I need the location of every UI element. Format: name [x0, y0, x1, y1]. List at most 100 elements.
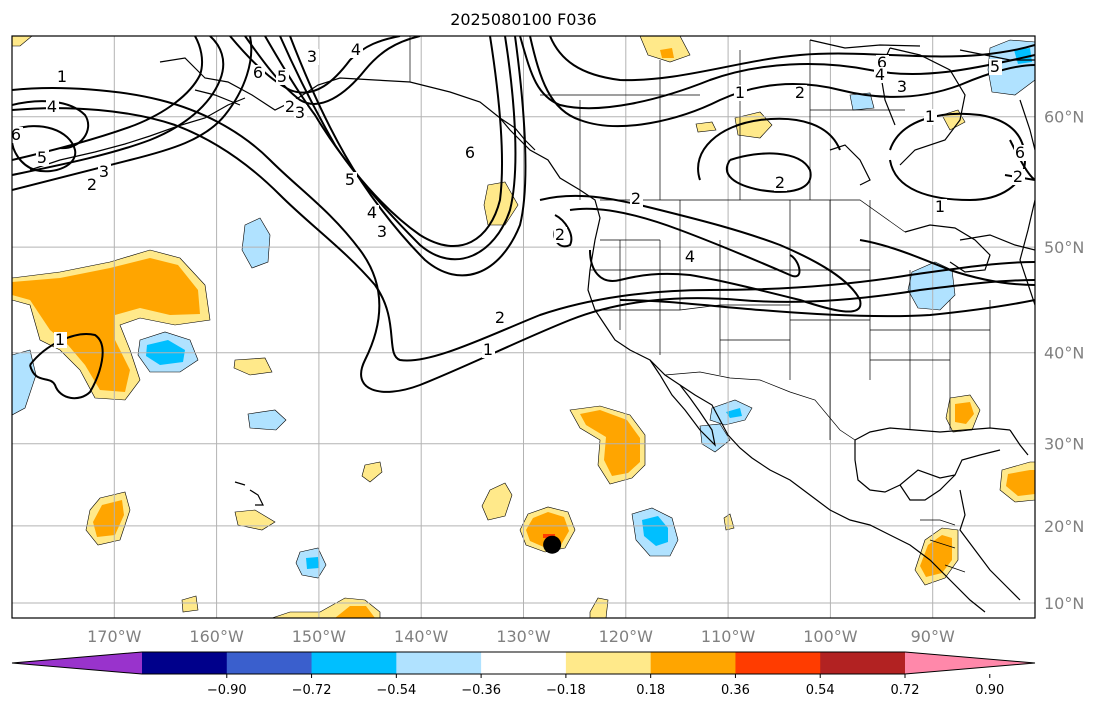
central-america-borders: [920, 519, 966, 573]
positive-anomaly-area: [361, 461, 383, 483]
contour-line: [697, 117, 841, 181]
colorbar-extend-low: [12, 652, 142, 674]
positive-anomaly-area: [233, 357, 273, 376]
negative-anomaly-area: [699, 423, 731, 453]
longitude-label: 90°W: [911, 627, 955, 646]
colorbar-tick-label: 0.54: [806, 683, 835, 698]
colorbar-segment: [650, 652, 736, 674]
contour-line: [12, 36, 204, 161]
strong-positive-anomaly: [93, 500, 124, 537]
colorbar-segment: [565, 652, 652, 674]
longitude-label: 130°W: [496, 627, 551, 646]
colorbar-tick-label: −0.90: [207, 683, 247, 698]
colorbar-segment: [226, 652, 313, 674]
contour-label-bg: [630, 191, 643, 207]
height-contours: [12, 36, 1035, 400]
contour-line: [279, 36, 517, 261]
strong-positive-anomaly: [660, 48, 674, 58]
contour-label-bg: [46, 99, 59, 115]
contour-line: [12, 125, 77, 173]
contour-label: 6: [1015, 143, 1025, 162]
positive-anomaly-area: [181, 595, 199, 613]
contour-label: 2: [1013, 167, 1023, 186]
latitude-label: 40°N: [1044, 344, 1084, 363]
labrador: [1019, 99, 1035, 151]
contour-label: 4: [351, 40, 361, 59]
latitude-label: 10°N: [1044, 594, 1084, 613]
contour-label: 5: [277, 67, 287, 86]
contour-label-bg: [284, 99, 297, 115]
contour-label: 1: [55, 330, 65, 349]
alaska-peninsula: [194, 89, 241, 106]
contour-line: [12, 87, 1035, 393]
contour-label: 4: [685, 247, 695, 266]
strong-negative-anomaly: [726, 408, 742, 418]
longitude-label: 100°W: [803, 627, 858, 646]
gulf-of-mexico-coast: [854, 440, 1001, 493]
central-america-east: [959, 489, 1021, 601]
longitude-label: 120°W: [599, 627, 654, 646]
gulf-coast-us: [854, 427, 1011, 441]
contour-label: 4: [367, 203, 377, 222]
colorbar-extend-high: [905, 652, 1035, 674]
contour-line: [549, 36, 1035, 82]
contour-label-bg: [10, 127, 23, 143]
contour-label-bg: [934, 199, 947, 215]
canadian-arctic: [809, 39, 1035, 61]
contour-line: [519, 36, 1035, 110]
contour-label: 3: [307, 47, 317, 66]
contour-label-bg: [294, 105, 307, 121]
contour-label: 2: [87, 175, 97, 194]
colorbar-segment: [735, 652, 821, 674]
contour-label-bg: [350, 42, 363, 58]
longitude-label: 160°W: [189, 627, 244, 646]
contour-line: [264, 36, 503, 247]
aleutian-islands: [29, 97, 246, 171]
strong-positive-anomaly: [580, 410, 640, 476]
positive-anomaly-area: [639, 36, 691, 63]
great-lakes-east: [959, 234, 1035, 251]
contour-label: 3: [99, 162, 109, 181]
colorbar-outline: [11, 651, 1036, 675]
contour-label-bg: [366, 205, 379, 221]
great-lakes: [904, 224, 991, 273]
contour-label: 5: [990, 57, 1000, 76]
storm-center-marker[interactable]: [543, 535, 562, 554]
contour-label: 6: [253, 63, 263, 82]
yucatan: [899, 474, 956, 501]
state-lines: [590, 200, 991, 440]
contour-label: 6: [11, 125, 21, 144]
political-borders: [409, 36, 991, 573]
contour-label-bg: [482, 342, 495, 358]
contour-label: 1: [483, 340, 493, 359]
contour-label-bg: [86, 177, 99, 193]
colorbar-tick-label: −0.18: [546, 683, 586, 698]
colorbar-segment: [820, 652, 906, 674]
contour-label: 1: [57, 67, 67, 86]
contour-label-bg: [98, 164, 111, 180]
latitude-label: 30°N: [1044, 435, 1084, 454]
strong-negative-anomaly: [642, 516, 668, 546]
contour-label: 2: [495, 308, 505, 327]
contour-label-bg: [252, 65, 265, 81]
florida: [1009, 429, 1029, 456]
colorbar-segment: [311, 652, 397, 674]
contour-line: [619, 299, 1035, 318]
colorbar-segment: [481, 652, 567, 674]
contour-label-bg: [794, 85, 807, 101]
contour-label-bg: [684, 249, 697, 265]
longitude-label: 150°W: [292, 627, 347, 646]
contour-label: 5: [345, 170, 355, 189]
contour-label: 2: [285, 97, 295, 116]
positive-anomaly-area: [481, 482, 513, 521]
contour-label-bg: [494, 310, 507, 326]
contour-line: [12, 100, 90, 150]
contour-label: 2: [631, 189, 641, 208]
contour-label: 6: [465, 143, 475, 162]
contour-label-bg: [1014, 145, 1027, 161]
contour-label: 1: [935, 197, 945, 216]
negative-anomaly-area: [241, 217, 271, 269]
contour-line: [859, 239, 1035, 286]
contour-label-bg: [376, 224, 389, 240]
